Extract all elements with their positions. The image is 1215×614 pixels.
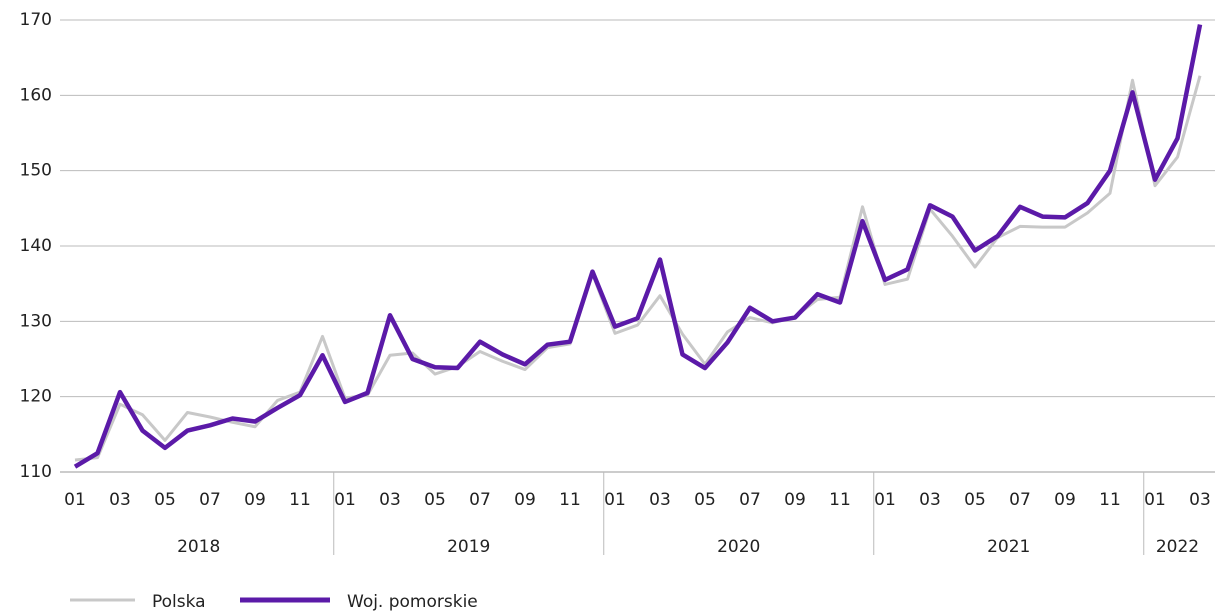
- year-label: 2022: [1156, 537, 1199, 557]
- legend-label: Polska: [152, 592, 206, 612]
- x-tick-label: 07: [1009, 490, 1031, 510]
- y-tick-label: 110: [20, 462, 52, 482]
- year-label: 2019: [447, 537, 490, 557]
- x-tick-label: 05: [154, 490, 176, 510]
- x-tick-label: 03: [109, 490, 131, 510]
- y-tick-label: 170: [20, 10, 52, 30]
- year-label: 2018: [177, 537, 220, 557]
- x-tick-label: 11: [559, 490, 581, 510]
- x-tick-label: 01: [1144, 490, 1166, 510]
- x-tick-label: 03: [919, 490, 941, 510]
- series-line: [74, 75, 1202, 462]
- x-tick-label: 09: [1054, 490, 1076, 510]
- x-tick-label: 09: [784, 490, 806, 510]
- x-tick-label: 01: [604, 490, 626, 510]
- x-tick-label: 07: [199, 490, 221, 510]
- x-tick-label: 03: [379, 490, 401, 510]
- y-tick-label: 160: [20, 85, 52, 105]
- year-label: 2020: [717, 537, 760, 557]
- legend-label: Woj. pomorskie: [347, 592, 478, 612]
- x-tick-label: 07: [469, 490, 491, 510]
- x-tick-label: 07: [739, 490, 761, 510]
- x-tick-label: 09: [514, 490, 536, 510]
- x-tick-label: 01: [64, 490, 86, 510]
- y-tick-label: 120: [20, 387, 52, 407]
- y-tick-label: 130: [20, 311, 52, 331]
- year-label: 2021: [987, 537, 1030, 557]
- y-tick-label: 150: [20, 161, 52, 181]
- x-tick-label: 05: [694, 490, 716, 510]
- x-tick-label: 05: [964, 490, 986, 510]
- x-tick-label: 11: [829, 490, 851, 510]
- x-tick-label: 03: [649, 490, 671, 510]
- x-tick-label: 01: [874, 490, 896, 510]
- x-tick-label: 11: [289, 490, 311, 510]
- series-line: [73, 24, 1203, 469]
- x-tick-label: 01: [334, 490, 356, 510]
- x-tick-label: 03: [1189, 490, 1211, 510]
- y-tick-label: 140: [20, 236, 52, 256]
- x-tick-label: 09: [244, 490, 266, 510]
- x-tick-label: 11: [1099, 490, 1121, 510]
- x-tick-label: 05: [424, 490, 446, 510]
